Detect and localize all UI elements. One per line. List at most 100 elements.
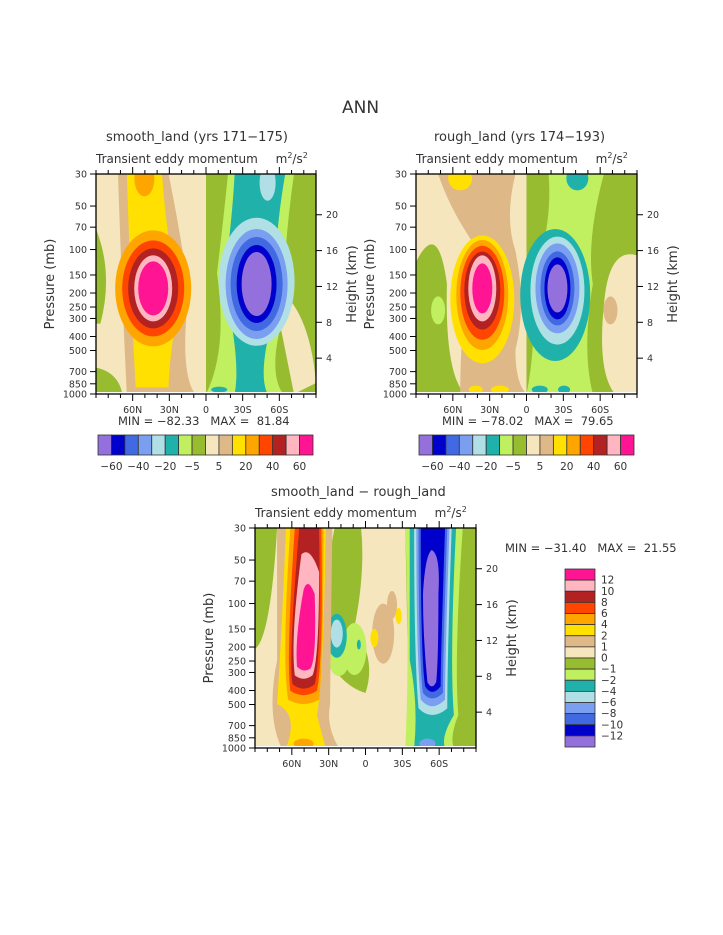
min-region xyxy=(547,264,568,313)
y-tick-label: 70 xyxy=(234,577,246,588)
y-axis-label: Pressure (mb) xyxy=(363,239,378,330)
x-tick-label: 60S xyxy=(270,405,288,416)
colorbar-swatch xyxy=(191,434,206,456)
y-tick-label: 1000 xyxy=(63,390,87,401)
x-tick-label: 30N xyxy=(160,405,179,416)
x-tick-label: 60N xyxy=(123,405,142,416)
y-tick-label: 500 xyxy=(69,346,87,357)
panel2-field xyxy=(416,174,637,394)
contour-region xyxy=(330,619,343,648)
colorbar-label: −6 xyxy=(601,697,617,709)
colorbar-swatch xyxy=(564,657,596,670)
y-tick-label: 850 xyxy=(69,379,87,390)
colorbar-swatch xyxy=(564,713,596,726)
colorbar-swatch xyxy=(445,434,460,456)
colorbar-swatch xyxy=(579,434,595,456)
y-tick-label: 150 xyxy=(389,270,407,281)
x-tick-label: 30S xyxy=(234,405,252,416)
y-tick-label: 400 xyxy=(389,332,407,343)
panel1-colorbar: −60 −40 −20 −5 5 20 40 60 xyxy=(97,434,314,473)
y2-axis-label: Height (km) xyxy=(666,245,681,322)
y-tick-label: 500 xyxy=(228,700,246,711)
colorbar-label: −60 xyxy=(421,461,443,473)
y2-tick-label: 12 xyxy=(326,282,338,293)
panel3-subtitle: Transient eddy momentum m2/s2 xyxy=(255,505,467,520)
colorbar-swatch xyxy=(97,434,112,456)
colorbar-label: −12 xyxy=(601,730,623,742)
y-tick-label: 50 xyxy=(234,556,246,567)
colorbar-label: −1 xyxy=(601,664,616,676)
colorbar-label: −2 xyxy=(601,675,616,687)
y2-axis-label: Height (km) xyxy=(345,245,360,322)
max-region xyxy=(472,263,493,314)
y-tick-label: 30 xyxy=(234,524,246,535)
colorbar-swatch xyxy=(564,624,596,637)
y-tick-label: 100 xyxy=(389,245,407,256)
y-tick-label: 100 xyxy=(228,599,246,610)
y-tick-label: 50 xyxy=(395,202,407,213)
figure-title: ANN xyxy=(342,98,380,118)
y2-tick-label: 16 xyxy=(647,246,659,257)
colorbar-swatch xyxy=(564,724,596,737)
panel3-variable: Transient eddy momentum xyxy=(255,506,417,520)
contour-region xyxy=(490,385,509,394)
colorbar-swatch xyxy=(564,690,596,703)
x-tick-label: 60S xyxy=(430,759,448,770)
y-tick-label: 70 xyxy=(395,223,407,234)
x-tick-label: 30N xyxy=(480,405,499,416)
colorbar-swatch xyxy=(564,613,596,626)
max-region xyxy=(138,261,169,316)
y-tick-label: 1000 xyxy=(222,744,246,755)
panel1-minmax: MIN = −82.33 MAX = 81.84 xyxy=(118,414,290,428)
colorbar-label: −40 xyxy=(448,461,470,473)
y-tick-label: 300 xyxy=(69,314,87,325)
contour-region xyxy=(96,229,107,324)
colorbar-swatch xyxy=(564,635,596,648)
panel2-units: m2/s2 xyxy=(595,151,628,166)
y2-tick-label: 12 xyxy=(647,282,659,293)
y-tick-label: 700 xyxy=(389,367,407,378)
contour-region xyxy=(395,608,402,624)
colorbar-label: −5 xyxy=(505,461,520,473)
colorbar-label: 40 xyxy=(266,461,279,473)
colorbar-label: 2 xyxy=(601,630,608,642)
colorbar-swatch xyxy=(472,434,487,456)
contour-region xyxy=(448,174,473,191)
y-tick-label: 700 xyxy=(69,367,87,378)
colorbar-swatch xyxy=(137,434,153,456)
y2-tick-label: 4 xyxy=(486,708,492,719)
panel2-minmax: MIN = −78.02 MAX = 79.65 xyxy=(442,414,614,428)
contour-region xyxy=(134,174,155,197)
contour-region xyxy=(419,738,436,748)
colorbar-label: −10 xyxy=(601,719,623,731)
colorbar-swatch xyxy=(566,434,581,456)
colorbar-swatch xyxy=(564,601,596,614)
panel1-units: m2/s2 xyxy=(275,151,308,166)
y2-tick-label: 16 xyxy=(486,600,498,611)
y-tick-label: 100 xyxy=(69,245,87,256)
colorbar-swatch xyxy=(418,434,433,456)
x-tick-label: 30S xyxy=(393,759,411,770)
contour-region xyxy=(603,296,618,325)
colorbar-swatch xyxy=(620,434,635,456)
panel3-min-value: −31.40 xyxy=(543,541,587,555)
colorbar-swatch xyxy=(258,434,274,456)
y-axis-label: Pressure (mb) xyxy=(43,239,58,330)
colorbar-swatch xyxy=(593,434,608,456)
panel2-colorbar: −60 −40 −20 −5 5 20 40 60 xyxy=(418,434,635,473)
colorbar-label: 10 xyxy=(601,586,614,598)
colorbar-swatch xyxy=(164,434,180,456)
y2-tick-label: 20 xyxy=(326,210,338,221)
colorbar-label: 20 xyxy=(560,461,573,473)
panel2-max-value: 79.65 xyxy=(580,414,614,428)
panel2-variable: Transient eddy momentum xyxy=(416,152,578,166)
surface-strip xyxy=(416,392,637,394)
y2-tick-label: 20 xyxy=(647,210,659,221)
colorbar-label: −20 xyxy=(475,461,497,473)
y-tick-label: 250 xyxy=(228,657,246,668)
y2-tick-label: 12 xyxy=(486,636,498,647)
y-tick-label: 300 xyxy=(389,314,407,325)
